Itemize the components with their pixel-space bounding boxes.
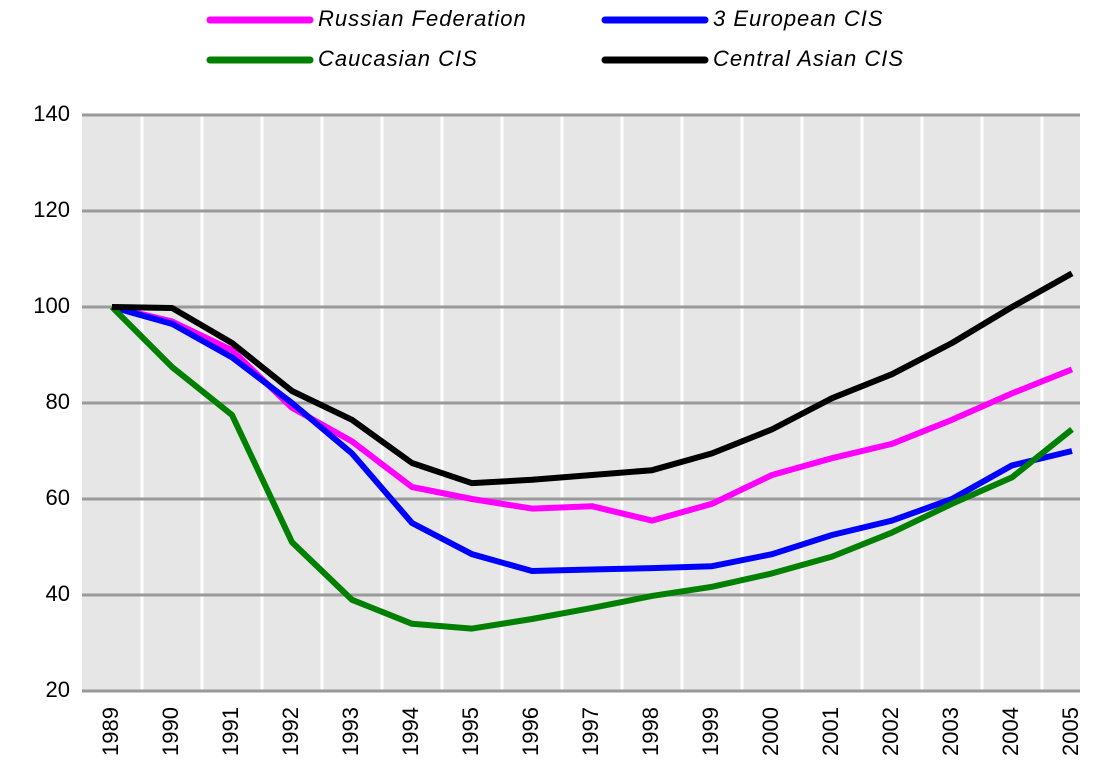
x-tick-label: 2003 xyxy=(938,707,963,756)
x-tick-label: 1997 xyxy=(578,707,603,756)
x-tick-label: 1998 xyxy=(638,707,663,756)
x-tick-label: 1990 xyxy=(158,707,183,756)
y-tick-label: 140 xyxy=(33,101,70,126)
x-tick-label: 1994 xyxy=(398,707,423,756)
y-tick-label: 120 xyxy=(33,197,70,222)
x-tick-label: 1995 xyxy=(458,707,483,756)
x-tick-label: 2001 xyxy=(818,707,843,756)
y-tick-label: 100 xyxy=(33,293,70,318)
series-line xyxy=(111,304,1073,574)
legend-label: Russian Federation xyxy=(318,6,527,31)
legend-label: Caucasian CIS xyxy=(318,46,478,71)
legend-label: 3 European CIS xyxy=(713,6,884,31)
x-tick-label: 2005 xyxy=(1058,707,1083,756)
y-tick-label: 20 xyxy=(46,677,70,702)
x-tick-label: 2002 xyxy=(878,707,903,756)
x-tick-label: 1992 xyxy=(278,707,303,756)
x-tick-label: 1996 xyxy=(518,707,543,756)
y-tick-label: 60 xyxy=(46,485,70,510)
y-tick-label: 80 xyxy=(46,389,70,414)
x-tick-label: 1993 xyxy=(338,707,363,756)
series-line xyxy=(111,270,1074,487)
x-tick-label: 1989 xyxy=(98,707,123,756)
x-tick-label: 1999 xyxy=(698,707,723,756)
x-tick-label: 1991 xyxy=(218,707,243,756)
y-tick-label: 40 xyxy=(46,581,70,606)
legend-label: Central Asian CIS xyxy=(713,46,904,71)
series-line xyxy=(109,304,1074,632)
x-tick-label: 2004 xyxy=(998,707,1023,756)
x-tick-label: 2000 xyxy=(758,707,783,756)
